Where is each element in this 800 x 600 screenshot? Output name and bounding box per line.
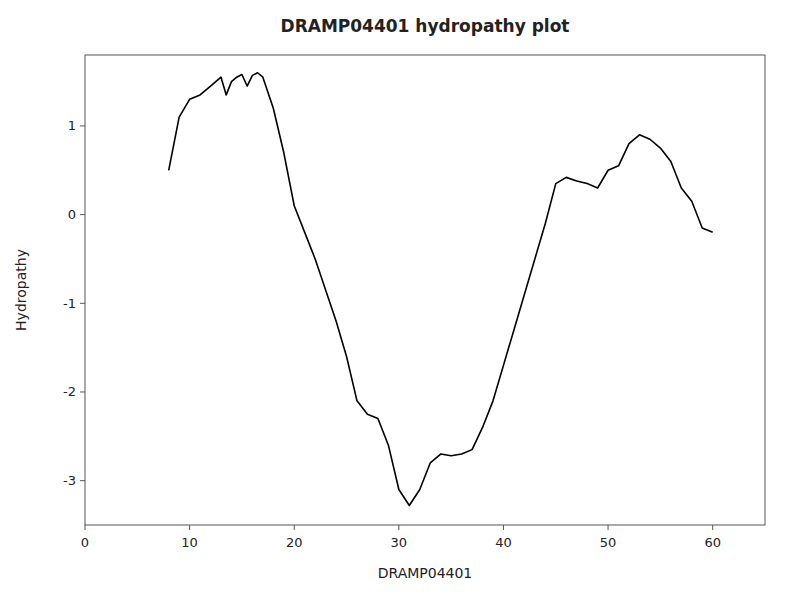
y-axis-label: Hydropathy — [13, 249, 29, 331]
x-tick — [294, 525, 295, 530]
x-tick-label: 10 — [181, 535, 198, 550]
plot-frame — [85, 55, 765, 525]
y-tick — [80, 480, 85, 481]
x-axis-label: DRAMP04401 — [378, 565, 473, 581]
x-tick — [398, 525, 399, 530]
x-tick-label: 50 — [600, 535, 617, 550]
x-tick — [85, 525, 86, 530]
x-tick-label: 0 — [81, 535, 89, 550]
x-tick — [608, 525, 609, 530]
y-tick-label: -1 — [63, 296, 76, 311]
y-tick — [80, 214, 85, 215]
y-tick — [80, 303, 85, 304]
x-tick — [503, 525, 504, 530]
x-tick — [189, 525, 190, 530]
x-tick-label: 60 — [704, 535, 721, 550]
y-tick-label: -2 — [63, 384, 76, 399]
x-tick — [712, 525, 713, 530]
y-tick — [80, 125, 85, 126]
y-tick-label: 1 — [68, 118, 76, 133]
x-tick-label: 40 — [495, 535, 512, 550]
y-tick — [80, 391, 85, 392]
chart-container: 0 10 20 30 40 50 60 -3 -2 -1 0 1 DRAMP04401 hydropat… — [0, 0, 800, 600]
y-tick-label: -3 — [63, 473, 76, 488]
x-tick-label: 20 — [286, 535, 303, 550]
plot-area — [169, 73, 713, 506]
data-line — [169, 73, 713, 506]
y-tick-label: 0 — [68, 207, 76, 222]
x-tick-label: 30 — [391, 535, 408, 550]
chart-title: DRAMP04401 hydropathy plot — [281, 16, 570, 36]
chart-svg: 0 10 20 30 40 50 60 -3 -2 -1 0 1 DRAMP04401 hydropat… — [0, 0, 800, 600]
plot-background — [85, 55, 765, 525]
